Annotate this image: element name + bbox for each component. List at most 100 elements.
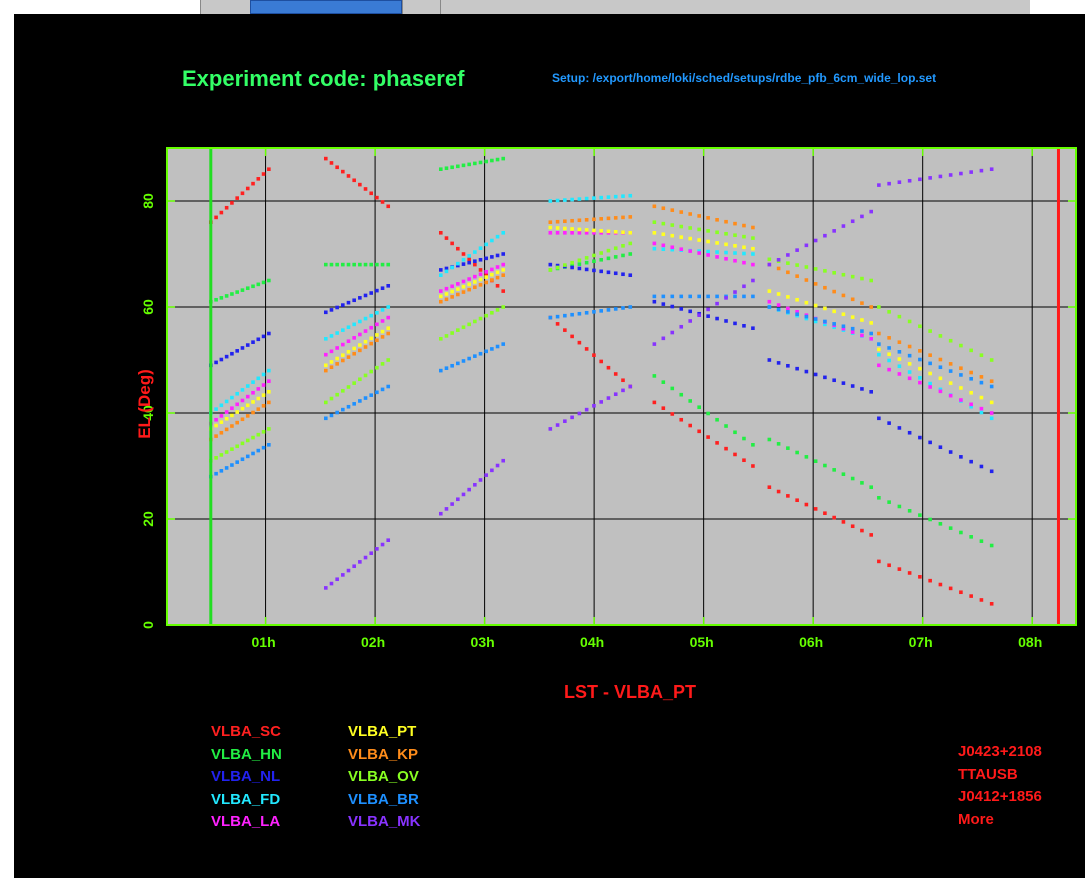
data-point xyxy=(877,416,881,421)
data-point xyxy=(670,247,675,252)
data-point xyxy=(358,343,362,347)
data-point xyxy=(230,395,234,400)
data-point xyxy=(495,284,500,288)
toolbar-button-active[interactable] xyxy=(250,0,402,14)
data-point xyxy=(850,326,855,331)
data-point xyxy=(577,227,582,232)
data-point xyxy=(245,394,250,399)
data-point xyxy=(823,319,827,324)
series-vlba-nl xyxy=(209,252,994,474)
data-point xyxy=(235,290,239,294)
data-point xyxy=(324,337,328,341)
data-point xyxy=(606,308,611,312)
data-point xyxy=(577,411,582,416)
data-point xyxy=(235,460,239,464)
data-point xyxy=(613,216,618,220)
data-point xyxy=(584,228,589,232)
data-point xyxy=(380,200,385,204)
legend-item[interactable]: VLBA_NL xyxy=(211,768,281,785)
legend-item[interactable]: VLBA_MK xyxy=(348,813,421,830)
data-point xyxy=(613,230,618,234)
data-point xyxy=(267,443,271,447)
data-point xyxy=(555,226,560,230)
data-point xyxy=(473,280,477,284)
legend-item[interactable]: VLBA_KP xyxy=(348,745,419,763)
data-point xyxy=(324,400,328,405)
data-point xyxy=(577,258,582,263)
data-point xyxy=(570,227,574,231)
data-point xyxy=(786,295,790,299)
legend-item[interactable]: VLBA_HN xyxy=(211,745,282,763)
data-point xyxy=(478,283,483,287)
legend-item[interactable]: VLBA_SC xyxy=(211,723,282,740)
data-point xyxy=(461,492,466,497)
data-point xyxy=(918,376,922,380)
legend-item[interactable]: VLBA_PT xyxy=(348,723,417,740)
data-point xyxy=(959,366,963,370)
y-tick-label: 0 xyxy=(140,621,156,629)
data-point xyxy=(776,303,781,307)
data-point xyxy=(907,376,912,381)
source-item[interactable]: TTAUSB xyxy=(958,765,1018,783)
data-point xyxy=(776,442,781,446)
data-point xyxy=(577,311,582,316)
data-point xyxy=(251,390,255,395)
data-point xyxy=(832,229,836,233)
data-point xyxy=(742,260,746,265)
toolbar-field[interactable] xyxy=(440,0,1030,14)
data-point xyxy=(352,322,356,327)
data-point xyxy=(375,365,379,370)
more-sources-button[interactable]: More xyxy=(958,810,994,828)
data-point xyxy=(584,217,589,222)
data-point xyxy=(841,293,846,298)
data-point xyxy=(918,349,922,353)
data-point xyxy=(346,262,351,267)
data-point xyxy=(628,273,633,277)
data-point xyxy=(501,273,506,277)
data-point xyxy=(715,294,719,299)
data-point xyxy=(860,528,864,533)
data-point xyxy=(352,564,356,569)
data-point xyxy=(592,403,596,408)
toolbar-button[interactable] xyxy=(200,0,250,14)
data-point xyxy=(335,331,339,335)
data-point xyxy=(928,517,932,522)
data-point xyxy=(742,294,746,299)
data-point xyxy=(563,263,567,267)
data-point xyxy=(724,231,728,236)
data-point xyxy=(795,248,799,252)
data-point xyxy=(548,199,553,203)
data-point xyxy=(375,288,379,293)
data-point xyxy=(715,255,719,259)
data-point xyxy=(688,309,692,314)
toolbar-button[interactable] xyxy=(402,0,440,14)
data-point xyxy=(989,411,994,415)
data-point xyxy=(733,233,737,238)
data-point xyxy=(261,334,266,339)
data-point xyxy=(214,423,218,428)
data-point xyxy=(230,201,234,205)
data-point xyxy=(358,332,362,337)
legend-item[interactable]: VLBA_FD xyxy=(211,790,281,808)
data-point xyxy=(555,322,560,326)
data-point xyxy=(959,455,963,459)
data-point xyxy=(813,282,818,286)
data-point xyxy=(346,300,351,305)
source-item[interactable]: J0412+1856 xyxy=(958,788,1042,805)
source-list: J0423+2108 TTAUSB J0412+1856 More xyxy=(958,741,1042,831)
legend-item[interactable]: VLBA_BR xyxy=(348,790,419,808)
toolbar-button[interactable] xyxy=(0,0,200,14)
data-point xyxy=(938,334,943,338)
data-point xyxy=(938,365,943,370)
data-point xyxy=(473,354,477,358)
data-point xyxy=(948,338,953,343)
legend-item[interactable]: VLBA_OV xyxy=(348,768,419,785)
data-point xyxy=(450,289,454,294)
legend-item[interactable]: VLBA_LA xyxy=(211,813,281,830)
data-point xyxy=(697,313,701,317)
data-point xyxy=(592,217,596,222)
source-item[interactable]: J0423+2108 xyxy=(958,743,1042,760)
data-point xyxy=(386,204,391,209)
data-point xyxy=(733,221,737,226)
data-point xyxy=(570,415,574,420)
